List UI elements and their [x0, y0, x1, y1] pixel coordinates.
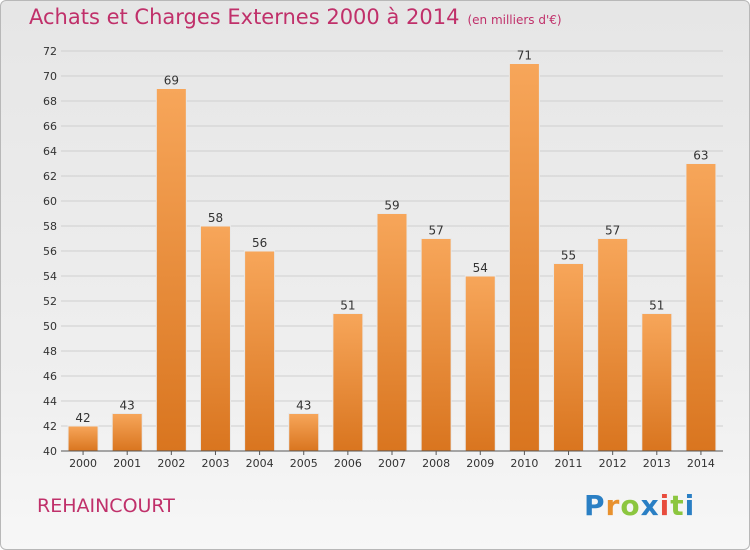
data-label-2000: 42 — [75, 411, 90, 425]
bar-2011 — [553, 263, 585, 452]
data-label-2003: 58 — [208, 211, 223, 225]
y-tick-label: 70 — [43, 70, 57, 83]
bar-2012 — [597, 238, 629, 452]
x-tick-label-2007: 2007 — [378, 457, 406, 470]
data-label-2002: 69 — [164, 74, 179, 88]
bar-2004 — [244, 250, 276, 452]
y-tick-label: 68 — [43, 95, 57, 108]
y-tick-label: 46 — [43, 370, 57, 383]
bar-2013 — [641, 313, 673, 452]
logo-letter: i — [659, 489, 671, 522]
data-label-2013: 51 — [649, 299, 664, 313]
x-axis-ticks: 2000 2001 2002 2003 2004 2005 2006 2007 2008 2009… — [69, 451, 715, 470]
data-label-2009: 54 — [473, 261, 488, 275]
x-tick-label-2014: 2014 — [687, 457, 715, 470]
data-label-2007: 59 — [384, 199, 399, 213]
commune-name: REHAINCOURT — [37, 495, 175, 517]
chart-title-text: Achats et Charges Externes 2000 à 2014 — [29, 5, 460, 29]
y-tick-label: 64 — [43, 145, 57, 158]
bar-2002 — [155, 88, 187, 452]
bar-2009 — [464, 275, 496, 452]
data-label-2012: 57 — [605, 224, 620, 238]
logo-letter: o — [620, 489, 641, 522]
x-tick-label-2001: 2001 — [113, 457, 141, 470]
logo-letter: i — [684, 489, 696, 522]
data-label-2011: 55 — [561, 249, 576, 263]
data-label-2001: 43 — [120, 399, 135, 413]
y-tick-label: 60 — [43, 195, 57, 208]
x-tick-label-2013: 2013 — [643, 457, 671, 470]
y-tick-label: 50 — [43, 320, 57, 333]
bar-2005 — [288, 413, 320, 452]
y-tick-label: 56 — [43, 245, 57, 258]
bar-2010 — [508, 63, 540, 452]
proxiti-logo[interactable]: Proxiti — [584, 489, 695, 522]
x-tick-label-2005: 2005 — [290, 457, 318, 470]
data-label-2006: 51 — [340, 299, 355, 313]
bar-2008 — [420, 238, 452, 452]
x-tick-label-2002: 2002 — [157, 457, 185, 470]
logo-letter: P — [584, 489, 606, 522]
y-tick-label: 66 — [43, 120, 57, 133]
y-tick-label: 62 — [43, 170, 57, 183]
chart-title: Achats et Charges Externes 2000 à 2014 (e… — [29, 5, 562, 29]
bar-2001 — [111, 413, 143, 452]
logo-letter: r — [605, 489, 621, 522]
y-tick-label: 72 — [43, 45, 57, 58]
x-tick-label-2011: 2011 — [555, 457, 583, 470]
x-tick-label-2009: 2009 — [466, 457, 494, 470]
chart-subtitle: (en milliers d'€) — [467, 13, 562, 27]
x-tick-label-2006: 2006 — [334, 457, 362, 470]
y-tick-label: 52 — [43, 295, 57, 308]
x-tick-label-2003: 2003 — [201, 457, 229, 470]
logo-letter: x — [640, 489, 660, 522]
bar-2003 — [199, 225, 231, 452]
y-axis-ticks: 40 42 44 46 48 50 52 54 56 58 60 62 64 66 68 70 72 — [43, 45, 57, 458]
x-tick-label-2010: 2010 — [510, 457, 538, 470]
bars — [67, 63, 717, 452]
x-tick-label-2008: 2008 — [422, 457, 450, 470]
data-label-2004: 56 — [252, 236, 267, 250]
x-tick-label-2004: 2004 — [246, 457, 274, 470]
data-label-2010: 71 — [517, 49, 532, 63]
y-tick-label: 58 — [43, 220, 57, 233]
y-tick-label: 44 — [43, 395, 57, 408]
x-tick-label-2012: 2012 — [599, 457, 627, 470]
y-tick-label: 48 — [43, 345, 57, 358]
bar-2006 — [332, 313, 364, 452]
data-label-2014: 63 — [693, 149, 708, 163]
bar-2014 — [685, 163, 717, 452]
logo-letter: t — [670, 489, 685, 522]
data-label-2008: 57 — [428, 224, 443, 238]
bar-2000 — [67, 425, 99, 452]
data-label-2005: 43 — [296, 399, 311, 413]
y-tick-label: 54 — [43, 270, 57, 283]
data-labels: 42 43 69 58 56 43 51 59 57 54 71 55 57 51 63 — [75, 49, 708, 426]
bar-2007 — [376, 213, 408, 452]
y-tick-label: 42 — [43, 420, 57, 433]
x-tick-label-2000: 2000 — [69, 457, 97, 470]
y-tick-label: 40 — [43, 445, 57, 458]
